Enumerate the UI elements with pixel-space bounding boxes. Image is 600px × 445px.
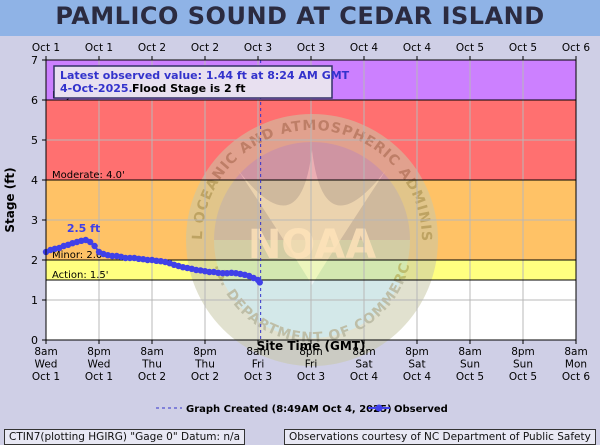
y-tick-label: 4: [31, 174, 38, 187]
y-tick-label: 6: [31, 94, 38, 107]
x-tick-label: Oct 1: [32, 371, 60, 383]
x-tick-label: Oct 3: [297, 371, 325, 383]
x-tick-label: 8am: [34, 346, 57, 358]
latest-value-date: 4-Oct-2025.: [60, 82, 133, 95]
observed-point: [91, 242, 98, 250]
moderate-threshold-label: Moderate: 4.0': [52, 170, 125, 181]
minor-threshold-label: Minor: 2.0': [52, 250, 105, 261]
top-tick-label: Oct 2: [138, 42, 166, 54]
observed-point: [122, 254, 129, 262]
x-tick-label: 8pm: [405, 346, 429, 358]
latest-value-box: Latest observed value: 1.44 ft at 8:24 A…: [53, 65, 350, 99]
watermark-gull-icon: [238, 150, 386, 285]
legend-created-label: Graph Created (8:49AM Oct 4, 2025): [186, 404, 392, 415]
x-tick-label: Sat: [355, 359, 372, 371]
datum-note: CTIN7(plotting HGIRG) "Gage 0" Datum: n/…: [4, 429, 246, 445]
observed-point: [109, 252, 116, 260]
action-threshold-label: Action: 1.5': [52, 270, 109, 281]
x-tick-label: Mon: [565, 359, 587, 371]
x-tick-label: 8pm: [299, 346, 323, 358]
x-tick-label: 8pm: [511, 346, 535, 358]
top-tick-label: Oct 2: [191, 42, 219, 54]
top-tick-label: Oct 3: [244, 42, 272, 54]
observations-credit: Observations courtesy of NC Department o…: [284, 429, 596, 445]
y-tick-label: 5: [31, 134, 38, 147]
observed-point: [126, 254, 134, 262]
y-axis-label: Stage (ft): [3, 167, 17, 232]
chart-axes: 0 1 2 3 4 5 6 7 Stage (ft) Oct 1 Oct 1 Oct 2 Oct 2 Oc…: [3, 42, 590, 383]
observed-point: [144, 256, 151, 264]
top-tick-label: Oct 4: [350, 42, 378, 54]
x-tick-label: Wed: [35, 359, 58, 371]
x-tick-label: Sat: [408, 359, 425, 371]
top-tick-label: Oct 5: [456, 42, 484, 54]
x-tick-label: Oct 5: [509, 371, 537, 383]
x-tick-label: Oct 5: [456, 371, 484, 383]
flood-stage-text: Flood Stage is 2 ft: [132, 82, 246, 95]
top-tick-label: Oct 6: [562, 42, 590, 54]
observed-point: [256, 279, 263, 286]
chart-legend: Graph Created (8:49AM Oct 4, 2025) Observ…: [156, 404, 448, 415]
observed-point: [86, 238, 94, 246]
x-tick-label: Oct 2: [191, 371, 219, 383]
top-tick-label: Oct 3: [297, 42, 325, 54]
watermark-inner-disc: [214, 142, 410, 338]
peak-label: 2.5 ft: [67, 222, 100, 235]
page-title: PAMLICO SOUND AT CEDAR ISLAND: [55, 2, 545, 30]
observed-point: [206, 268, 213, 276]
x-tick-label: Wed: [88, 359, 111, 371]
top-tick-label: Oct 1: [32, 42, 60, 54]
x-tick-label: Thu: [194, 359, 215, 371]
x-tick-label: 8am: [564, 346, 587, 358]
x-tick-label: 8am: [246, 346, 269, 358]
top-tick-label: Oct 5: [509, 42, 537, 54]
y-tick-label: 0: [31, 334, 38, 347]
x-tick-label: Sun: [513, 359, 533, 371]
watermark-noaa-logo-text: NOAA: [248, 222, 376, 268]
x-tick-label: Oct 3: [244, 371, 272, 383]
x-tick-label: Oct 4: [403, 371, 431, 383]
x-axis-label: Site Time (GMT): [257, 339, 366, 353]
title-bar: PAMLICO SOUND AT CEDAR ISLAND: [0, 0, 600, 36]
x-tick-label: Thu: [141, 359, 162, 371]
latest-value-box-frame: [53, 65, 333, 99]
x-tick-label: Oct 4: [350, 371, 378, 383]
x-tick-label: Oct 6: [562, 371, 590, 383]
observed-series: 2.5 ft: [42, 222, 263, 286]
x-tick-label: 8am: [352, 346, 375, 358]
x-tick-label: Oct 2: [138, 371, 166, 383]
x-tick-label: Fri: [305, 359, 318, 371]
x-tick-label: Oct 1: [85, 371, 113, 383]
latest-value-text: Latest observed value: 1.44 ft at 8:24 A…: [60, 69, 350, 82]
y-tick-label: 2: [31, 254, 38, 267]
watermark-sky: [214, 142, 410, 240]
x-tick-label: 8pm: [87, 346, 111, 358]
x-tick-label: 8am: [140, 346, 163, 358]
legend-observed-label: Observed: [394, 404, 448, 415]
x-tick-label: 8am: [458, 346, 481, 358]
top-tick-label: Oct 4: [403, 42, 431, 54]
watermark-sea: [214, 240, 410, 338]
observed-point: [219, 270, 226, 277]
x-tick-label: 8pm: [193, 346, 217, 358]
y-tick-label: 1: [31, 294, 38, 307]
x-tick-label: Sun: [460, 359, 480, 371]
legend-observed-marker: [375, 404, 383, 412]
y-tick-label: 3: [31, 214, 38, 227]
top-tick-label: Oct 1: [85, 42, 113, 54]
y-tick-label: 7: [31, 54, 38, 67]
x-tick-label: Fri: [252, 359, 265, 371]
